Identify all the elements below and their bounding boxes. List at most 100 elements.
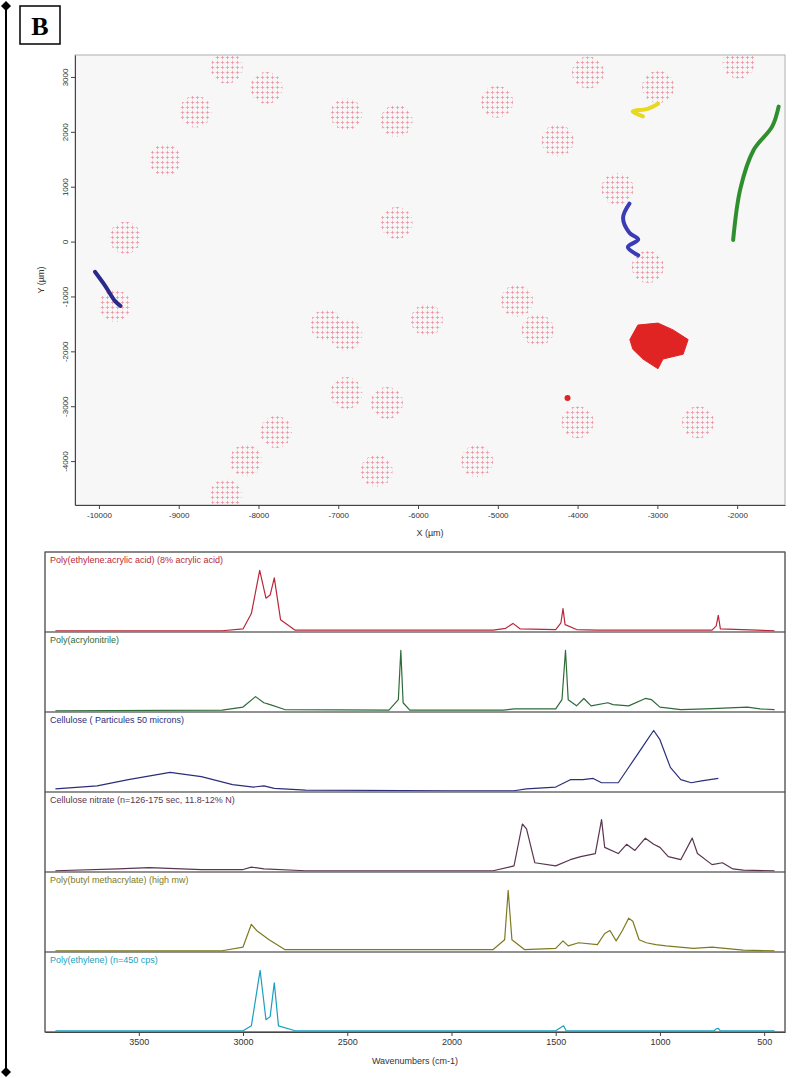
tick-mark [556,1032,557,1036]
spectrum-line [55,570,774,630]
spectrum-panel-frame [45,952,785,1032]
map-chart: -10000-9000-8000-7000-6000-5000-4000-300… [36,47,786,538]
measurement-cluster [149,144,181,176]
measurement-cluster [642,71,674,103]
spectrum-panel-frame [45,632,785,712]
tick-mark [179,505,180,509]
tick-mark [258,505,259,509]
tick-label: 1000 [61,178,70,196]
axis: -10000-9000-8000-7000-6000-5000-4000-300… [76,505,786,520]
measurement-cluster [723,55,755,79]
spectrum-line [55,970,774,1030]
spectrum-marks [55,820,774,871]
spectrum-panel-frame [45,552,785,632]
tick: -3000 [61,396,75,417]
measurement-cluster [230,445,262,477]
spectrum-marks [55,730,718,790]
tick-label: 3000 [234,1037,254,1047]
tick-label: 0 [61,239,70,244]
tick-label: -3000 [61,396,70,417]
tick-mark [764,1032,765,1036]
tick-label: -2000 [61,341,70,362]
axis: 350030002500200015001000500 [46,1032,786,1047]
measurement-cluster [481,86,513,118]
particle-area [630,323,688,369]
tick: 1000 [650,1032,670,1047]
particle-fiber [633,104,659,117]
measurement-cluster [380,207,412,239]
tick-mark [657,505,658,509]
tick-label: 3500 [129,1037,149,1047]
spectrum-label: Poly(ethylene) (n=450 cps) [50,955,158,965]
tick: -9000 [169,505,190,520]
spectrum-label: Cellulose nitrate (n=126-175 sec, 11.8-1… [50,795,235,805]
measurement-cluster [371,387,403,419]
measurement-cluster [461,445,493,477]
measurement-cluster [380,105,412,137]
measurement-cluster [522,314,554,346]
measurement-cluster [250,72,282,104]
spectrum-line [55,650,774,710]
measurement-cluster [562,406,594,438]
x-axis-title: Wavenumbers (cm-1) [372,1056,458,1066]
tick: 3000 [234,1032,254,1047]
tick-mark [71,406,75,407]
tick-mark [418,505,419,509]
panel-label: B [31,12,48,41]
tick-label: -9000 [169,511,190,520]
spectrum-marks [55,570,774,630]
tick: -7000 [329,505,350,520]
tick: 2500 [338,1032,358,1047]
tick-mark [71,461,75,462]
tick-label: -4000 [61,451,70,472]
spectra-chart: Poly(ethylene:acrylic acid) (8% acrylic … [45,552,786,1066]
bracket-diamond [1,1,11,11]
background-points [99,55,755,505]
plot-frame [45,552,785,1032]
measurement-cluster [601,173,633,205]
tick-label: 1500 [546,1037,566,1047]
tick-label: 1000 [650,1037,670,1047]
panel-label-frame [20,6,60,44]
measurement-cluster [179,96,211,128]
tick-mark [451,1032,452,1036]
bracket-line [5,6,7,1072]
particle-fiber [95,272,121,306]
measurement-cluster [361,455,393,487]
tick-mark [243,1032,244,1036]
tick-mark [139,1032,140,1036]
measurement-cluster [210,479,242,505]
measurement-cluster [109,222,141,254]
tick: -3000 [648,505,669,520]
tick-label: 2000 [61,123,70,141]
tick-mark [498,505,499,509]
tick-mark [737,505,738,509]
tick-label: -2000 [727,511,748,520]
tick: 500 [757,1032,772,1047]
tick-mark [338,505,339,509]
particle-fiber [623,204,638,256]
tick: 1000 [61,178,75,196]
tick-mark [578,505,579,509]
tick-label: 500 [757,1037,772,1047]
tick: -4000 [568,505,589,520]
tick-label: -4000 [568,511,589,520]
spectrum-line [55,820,774,871]
measurement-cluster [260,416,292,448]
tick-mark [347,1032,348,1036]
spectrum-panel-frame [45,792,785,872]
spectrum-marks [55,970,774,1030]
tick-label: -5000 [488,511,509,520]
tick: -4000 [61,451,75,472]
tick-mark [71,296,75,297]
measurement-cluster [411,304,443,336]
spectrum-marks [55,650,774,710]
tick-label: 3000 [61,68,70,86]
tick: -2000 [61,341,75,362]
spectrum-panel-frame [45,872,785,952]
tick: 2000 [61,123,75,141]
tick: -8000 [249,505,270,520]
tick-label: -10000 [87,511,112,520]
panel-bracket [1,1,11,1077]
tick-mark [660,1032,661,1036]
